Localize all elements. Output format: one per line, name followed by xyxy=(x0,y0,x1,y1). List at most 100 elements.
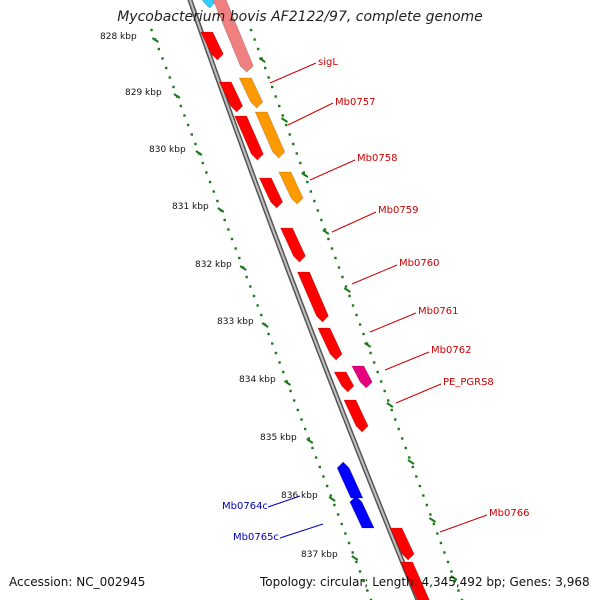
ruler-major-tick xyxy=(239,265,247,271)
ruler-dot xyxy=(249,285,252,288)
ruler-dot xyxy=(260,313,263,317)
gene-block-mb0765c xyxy=(349,495,375,529)
ruler-dot xyxy=(372,361,376,364)
gene-label-pe-pgrs8[interactable]: PE_PGRS8 xyxy=(443,377,494,388)
ruler-major-tick xyxy=(301,172,309,178)
ruler-major-tick xyxy=(322,229,330,235)
ruler-dot xyxy=(157,47,161,51)
gene-label-mb0761[interactable]: Mb0761 xyxy=(418,306,459,317)
ruler-dot xyxy=(383,389,386,393)
gene-label-mb0758[interactable]: Mb0758 xyxy=(357,153,398,164)
gene-block xyxy=(400,561,430,600)
tick-label: 830 kbp xyxy=(149,145,186,155)
ruler-dot xyxy=(376,370,379,374)
ruler-dot xyxy=(355,560,358,564)
ruler-dot xyxy=(344,285,348,288)
ruler-major-tick xyxy=(195,150,203,156)
gene-block xyxy=(200,31,224,61)
ruler-dot xyxy=(292,399,296,402)
ruler-dot xyxy=(306,180,309,184)
ruler-dot xyxy=(313,199,316,203)
gene-block-mb0760 xyxy=(279,227,306,263)
leader-line xyxy=(279,523,324,539)
gene-block-sigl xyxy=(212,0,254,73)
ruler-dot xyxy=(300,418,303,421)
ruler-dot xyxy=(249,28,253,32)
gene-block-mb0757 xyxy=(238,77,264,109)
gene-block-mb0762 xyxy=(317,327,343,361)
gene-label-mb0757[interactable]: Mb0757 xyxy=(335,97,376,108)
ruler-dot xyxy=(318,465,321,469)
gene-label-sigl[interactable]: sigL xyxy=(318,57,338,68)
gene-label-mb0764c[interactable]: Mb0764c xyxy=(222,501,268,512)
gene-label-mb0760[interactable]: Mb0760 xyxy=(399,258,440,269)
ruler-major-tick xyxy=(386,402,394,408)
map-title: Mycobacterium bovis AF2122/97, complete … xyxy=(117,9,483,25)
gene-label-mb0762[interactable]: Mb0762 xyxy=(431,345,472,356)
ruler-dot xyxy=(336,513,340,516)
ruler-dot xyxy=(161,57,164,60)
ruler-dot xyxy=(281,114,284,117)
ruler-dot xyxy=(432,522,436,526)
ruler-dot xyxy=(179,104,183,108)
ruler-dot xyxy=(186,123,190,127)
ruler-dot xyxy=(329,494,332,497)
ruler-dot xyxy=(303,427,307,431)
ruler-dot xyxy=(267,76,270,79)
ruler-dot xyxy=(311,446,314,450)
ruler-dot xyxy=(299,161,302,165)
ruler-dot xyxy=(415,475,418,478)
ruler-major-tick xyxy=(364,342,372,348)
backbone-highlight xyxy=(188,0,420,600)
ruler-dot xyxy=(295,152,298,155)
ruler-dot xyxy=(292,142,295,146)
ruler-dot xyxy=(439,541,443,545)
gene-block-pe-pgrs8 xyxy=(351,365,373,389)
tick-label: 835 kbp xyxy=(260,433,297,443)
tick-label: 834 kbp xyxy=(239,375,276,385)
ruler-dot xyxy=(323,228,327,231)
leader-line xyxy=(351,264,398,285)
leader-line xyxy=(331,211,377,233)
ruler-dot xyxy=(358,570,362,573)
ruler-dot xyxy=(425,503,429,507)
ruler-dot xyxy=(369,351,372,355)
ruler-dot xyxy=(340,522,343,526)
ruler-dot xyxy=(212,190,215,193)
ruler-major-tick xyxy=(283,380,292,386)
ruler-major-tick xyxy=(351,555,359,561)
ruler-dot xyxy=(337,266,341,269)
ruler-dot xyxy=(309,190,313,193)
gene-features xyxy=(200,0,430,600)
ruler-dot xyxy=(183,114,186,117)
gene-label-mb0759[interactable]: Mb0759 xyxy=(378,205,419,216)
gene-label-mb0765c[interactable]: Mb0765c xyxy=(233,532,279,543)
ruler-dot xyxy=(205,171,208,174)
ruler-dot xyxy=(325,484,329,488)
accession-text: Accession: NC_002945 xyxy=(9,575,146,589)
ruler-dot xyxy=(282,370,285,374)
label-leader-lines xyxy=(267,62,488,539)
leader-line xyxy=(269,62,317,84)
ruler-dot xyxy=(362,579,365,583)
ruler-dot xyxy=(334,256,337,260)
tick-label: 832 kbp xyxy=(195,260,232,270)
tick-label: 828 kbp xyxy=(100,32,137,42)
ruler-major-tick xyxy=(280,117,288,123)
tick-label: 831 kbp xyxy=(172,202,209,212)
ruler-major-tick xyxy=(261,322,269,328)
ruler-dot xyxy=(327,237,330,241)
ruler-dot xyxy=(418,484,422,488)
gene-label-mb0766[interactable]: Mb0766 xyxy=(489,508,530,519)
gene-block xyxy=(343,399,369,433)
gene-block-mb0766 xyxy=(389,527,415,561)
ruler-dot xyxy=(341,275,344,279)
ruler-dot xyxy=(320,218,323,222)
gene-block-mb0764c xyxy=(336,461,364,499)
ruler-dot xyxy=(347,541,351,545)
ruler-dot xyxy=(270,85,274,89)
ruler-dot xyxy=(446,560,450,564)
tick-label: 833 kbp xyxy=(217,317,254,327)
ruler-major-tick xyxy=(407,459,415,465)
ruler-dot xyxy=(288,133,291,136)
